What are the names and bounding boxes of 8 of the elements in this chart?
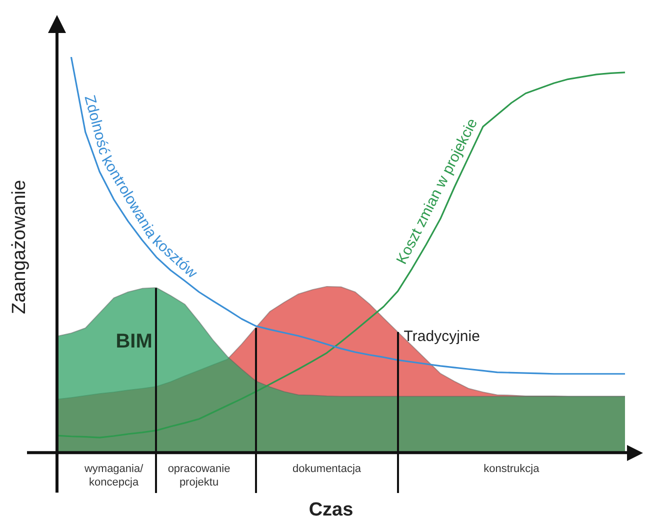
y-axis-title: Zaangażowanie xyxy=(9,180,30,314)
series-label: Tradycyjnie xyxy=(404,328,480,345)
x-tick-label: wymagania/ koncepcja xyxy=(83,463,144,488)
x-tick-label: opracowanie projektu xyxy=(168,463,230,488)
series-label: BIM xyxy=(116,330,152,353)
x-tick-label: dokumentacja xyxy=(292,463,362,476)
x-tick-label: konstrukcja xyxy=(484,463,540,476)
x-axis-title: Czas xyxy=(308,500,354,521)
